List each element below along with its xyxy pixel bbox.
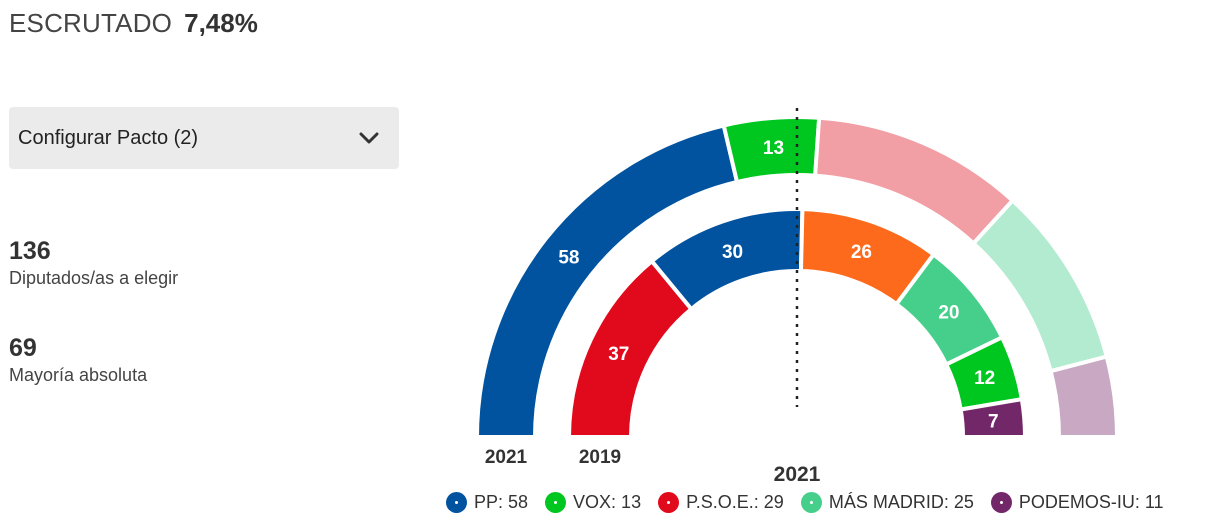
configure-pact-dropdown[interactable]: Configurar Pacto (2): [9, 107, 399, 169]
legend-label: P.S.O.E.: 29: [686, 492, 784, 512]
chart-legend: PP: 58 VOX: 13 P.S.O.E.: 29 MÁS MADRID: 25 P…: [446, 492, 1181, 513]
seat-label-2019-p-s-o-e-: 37: [608, 344, 629, 365]
legend-item[interactable]: P.S.O.E.: 29: [658, 492, 784, 513]
chart-bottom-title: 2021: [774, 463, 821, 486]
scrutiny-label: ESCRUTADO: [9, 8, 173, 38]
seats-to-elect-label: Diputados/as a elegir: [9, 268, 179, 288]
seat-label-2021-vox: 13: [763, 138, 784, 159]
scrutiny-percent: 7,48%: [184, 8, 258, 38]
absolute-majority-value: 69: [9, 334, 37, 362]
seat-label-2019-podemos-iu: 7: [988, 412, 999, 433]
seat-label-2019-pp: 30: [722, 242, 743, 263]
legend-swatch: [545, 492, 567, 513]
legend-item[interactable]: VOX: 13: [545, 492, 641, 513]
seat-label-2021-pp: 58: [558, 247, 579, 268]
legend-label: PP: 58: [474, 492, 529, 512]
seats-to-elect-stat: 136 Diputados/as a elegir: [9, 236, 178, 289]
legend-label: PODEMOS-IU: 11: [1018, 492, 1164, 512]
absolute-majority-stat: 69 Mayoría absoluta: [9, 333, 147, 386]
legend-swatch: [800, 492, 822, 513]
legend-label: MÁS MADRID: 25: [828, 492, 974, 512]
ring-label-2019: 2019: [579, 447, 621, 468]
arc-2019-podemos-iu[interactable]: [958, 396, 1028, 439]
legend-label: VOX: 13: [573, 492, 642, 512]
seat-label-2019-cs: 26: [851, 242, 872, 263]
seat-label-2019-vox: 12: [974, 368, 995, 389]
scrutiny-header: ESCRUTADO 7,48%: [9, 8, 258, 39]
legend-swatch: [990, 492, 1012, 513]
arc-2021-podemos-iu[interactable]: [1048, 354, 1120, 439]
chevron-down-icon: [359, 132, 379, 144]
legend-item[interactable]: PP: 58: [446, 492, 528, 513]
legend-item[interactable]: MÁS MADRID: 25: [800, 492, 974, 513]
ring-label-2021: 2021: [485, 447, 528, 468]
absolute-majority-label: Mayoría absoluta: [9, 365, 148, 385]
legend-swatch: [658, 492, 680, 513]
legend-item[interactable]: PODEMOS-IU: 11: [990, 492, 1164, 513]
legend-swatch: [446, 492, 467, 513]
seats-to-elect-value: 136: [9, 237, 51, 265]
configure-pact-label: Configurar Pacto (2): [18, 126, 199, 149]
seat-label-2019-m-s-madrid: 20: [938, 303, 959, 324]
